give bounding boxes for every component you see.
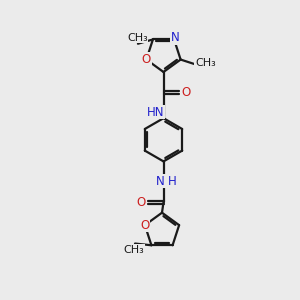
Text: H: H bbox=[167, 175, 176, 188]
Text: N: N bbox=[171, 32, 180, 44]
Text: HN: HN bbox=[147, 106, 165, 119]
Text: CH₃: CH₃ bbox=[123, 244, 144, 254]
Text: N: N bbox=[156, 175, 165, 188]
Text: O: O bbox=[137, 196, 146, 209]
Text: CH₃: CH₃ bbox=[195, 58, 216, 68]
Text: O: O bbox=[181, 86, 190, 99]
Text: CH₃: CH₃ bbox=[127, 33, 148, 43]
Text: O: O bbox=[140, 219, 149, 232]
Text: O: O bbox=[142, 53, 151, 66]
